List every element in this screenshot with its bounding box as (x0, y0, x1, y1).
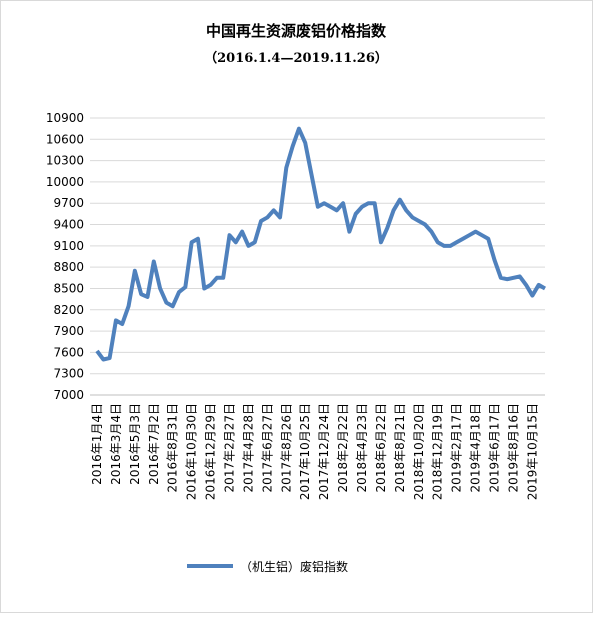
x-tick-label: 2016年1月4日 (90, 403, 104, 485)
data-line (95, 126, 546, 362)
y-tick-label: 10900 (46, 111, 84, 125)
chart-title: 中国再生资源废铝价格指数 (206, 22, 387, 40)
x-tick-label: 2019年8月16日 (506, 403, 520, 492)
x-tick-label: 2018年4月23日 (355, 403, 369, 492)
y-tick-label: 9700 (53, 196, 84, 210)
x-tick-label: 2016年5月3日 (128, 403, 142, 485)
x-tick-label: 2017年6月27日 (260, 403, 274, 492)
y-tick-label: 9100 (53, 239, 84, 253)
x-tick-label: 2017年10月25日 (298, 403, 312, 500)
x-tick-label: 2017年4月28日 (241, 403, 255, 492)
x-tick-label: 2018年6月22日 (374, 403, 388, 492)
y-tick-label: 7000 (53, 388, 84, 402)
x-tick-label: 2018年10月20日 (412, 403, 426, 500)
x-tick-label: 2017年12月24日 (317, 403, 331, 500)
y-tick-label: 9400 (53, 218, 84, 232)
x-tick-label: 2016年8月31日 (166, 403, 180, 492)
y-tick-label: 8800 (53, 260, 84, 274)
x-tick-label: 2017年2月27日 (223, 403, 237, 492)
x-tick-label: 2016年12月29日 (204, 403, 218, 500)
x-tick-label: 2017年8月26日 (279, 403, 293, 492)
x-tick-label: 2018年8月21日 (393, 403, 407, 492)
x-tick-label: 2019年2月17日 (450, 403, 464, 492)
x-tick-label: 2018年2月22日 (336, 403, 350, 492)
x-tick-label: 2016年7月2日 (147, 403, 161, 485)
y-tick-label: 8500 (53, 281, 84, 295)
x-tick-label: 2016年10月30日 (185, 403, 199, 500)
y-tick-label: 10000 (46, 175, 84, 189)
chart-subtitle: （2016.1.4—2019.11.26） (204, 50, 388, 66)
y-tick-label: 7600 (53, 345, 84, 359)
x-tick-label: 2018年12月19日 (431, 403, 445, 500)
y-tick-label: 7300 (53, 367, 84, 381)
x-tick-label: 2019年6月17日 (488, 403, 502, 492)
x-tick-label: 2019年4月18日 (469, 403, 483, 492)
x-tick-label: 2019年10月15日 (525, 403, 539, 500)
legend-label: （机生铝）废铝指数 (240, 559, 348, 574)
y-tick-label: 7900 (53, 324, 84, 338)
x-tick-label: 2016年3月4日 (109, 403, 123, 485)
y-tick-label: 10600 (46, 132, 84, 146)
y-tick-label: 8200 (53, 303, 84, 317)
y-tick-label: 10300 (46, 154, 84, 168)
